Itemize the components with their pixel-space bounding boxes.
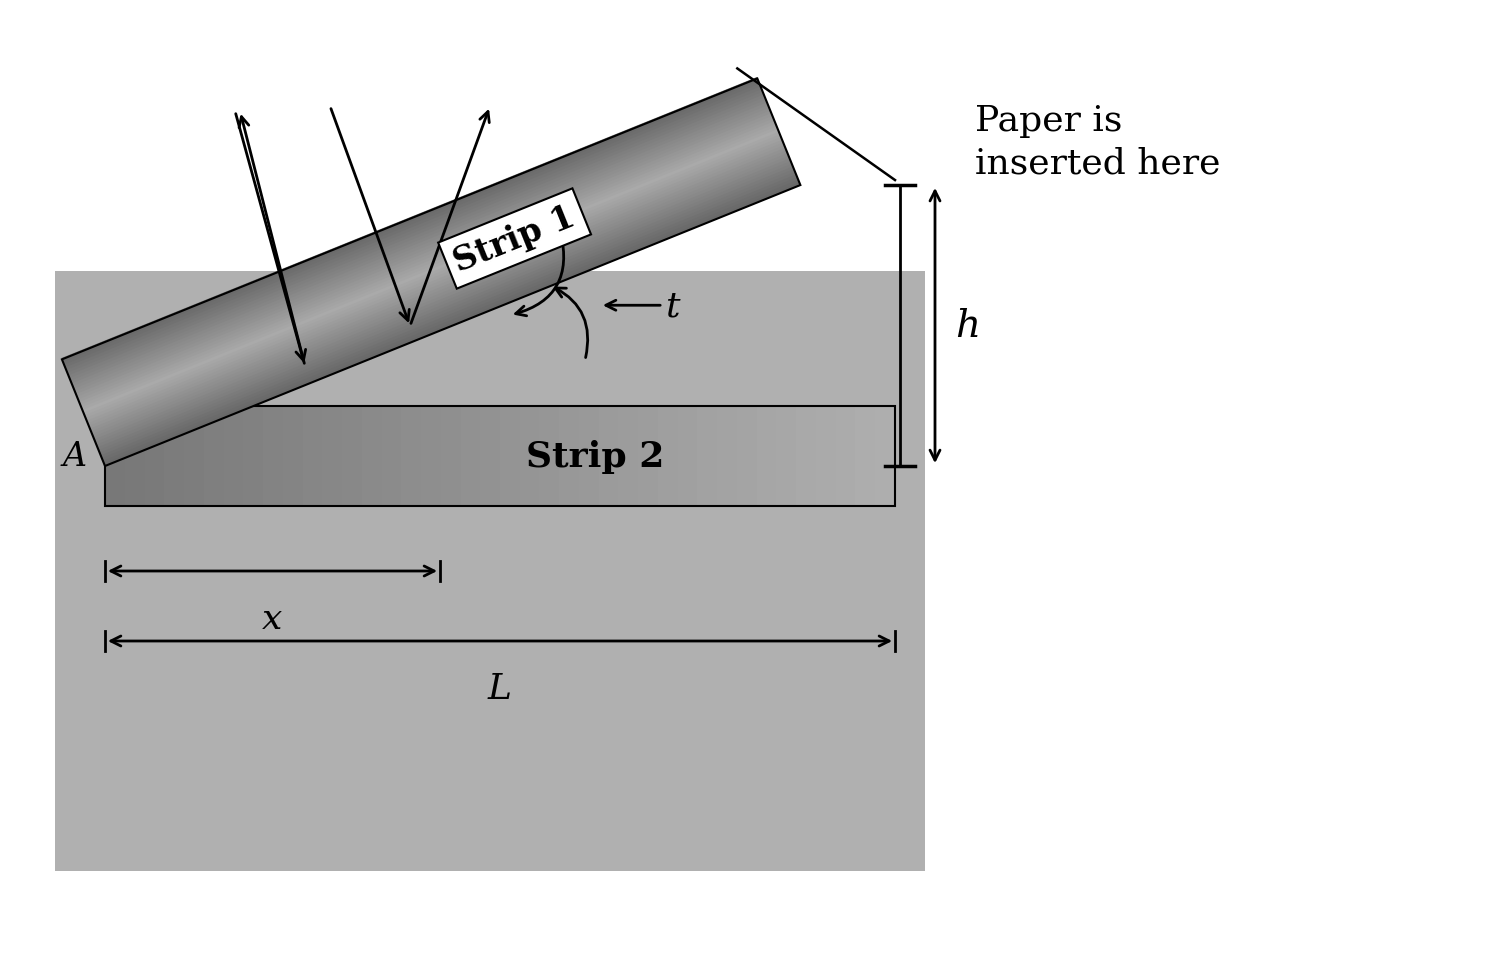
Bar [698,407,719,506]
Text: t: t [665,289,680,323]
Polygon shape [102,179,799,464]
Polygon shape [75,110,771,395]
Polygon shape [79,123,777,407]
Polygon shape [99,171,796,456]
Bar [460,407,481,506]
Text: Strip 1: Strip 1 [450,200,580,279]
Polygon shape [96,163,793,448]
Text: x: x [263,602,282,635]
Bar [856,407,877,506]
Bar [282,407,303,506]
Bar [835,407,856,506]
Polygon shape [84,134,781,419]
Bar [539,407,560,506]
Bar [757,407,777,506]
Bar [145,407,166,506]
Bar [717,407,738,506]
Polygon shape [94,160,792,445]
Polygon shape [91,150,787,434]
Bar [678,407,699,506]
Bar [737,407,757,506]
Polygon shape [76,115,774,400]
Polygon shape [79,121,775,406]
Polygon shape [61,78,759,362]
Bar [520,407,541,506]
Bar [203,407,224,506]
Bar [362,407,382,506]
Bar [105,407,125,506]
Polygon shape [82,129,778,413]
Polygon shape [67,91,763,376]
Bar [421,407,442,506]
Polygon shape [81,126,778,410]
Bar [263,407,284,506]
Bar [599,407,620,506]
Polygon shape [73,108,771,392]
Bar [657,407,678,506]
Polygon shape [103,182,801,466]
Polygon shape [85,136,781,421]
Polygon shape [64,84,760,368]
Polygon shape [87,139,783,424]
Polygon shape [63,81,759,365]
Polygon shape [88,144,786,430]
Bar [816,407,837,506]
Polygon shape [72,105,769,389]
Text: Strip 2: Strip 2 [526,439,663,474]
Bar [342,407,363,506]
Polygon shape [94,158,790,443]
Bar [244,407,264,506]
Bar [402,407,421,506]
Text: h: h [955,308,980,345]
Bar [559,407,580,506]
Bar [55,272,925,871]
Polygon shape [66,88,763,373]
Bar [777,407,798,506]
Bar [125,407,145,506]
Text: L: L [489,672,512,705]
Polygon shape [87,142,784,427]
Text: Paper is
inserted here: Paper is inserted here [976,104,1221,180]
Bar [875,407,896,506]
Polygon shape [84,132,780,416]
Polygon shape [102,177,798,461]
Bar [441,407,462,506]
Polygon shape [91,153,789,437]
Bar [381,407,402,506]
Polygon shape [69,97,766,382]
Text: A: A [63,440,87,473]
Bar [164,407,185,506]
Polygon shape [72,102,768,386]
Bar [323,407,344,506]
Polygon shape [64,86,762,371]
Bar [580,407,599,506]
Bar [224,407,244,506]
Polygon shape [70,99,766,384]
Polygon shape [100,174,798,458]
Polygon shape [78,118,774,403]
Polygon shape [90,147,786,431]
Bar [480,407,500,506]
Bar [105,407,895,506]
Polygon shape [93,156,790,440]
Bar [619,407,639,506]
Bar [184,407,205,506]
Polygon shape [75,112,772,397]
Bar [638,407,659,506]
Bar [796,407,817,506]
Polygon shape [97,166,793,451]
Bar [302,407,323,506]
Polygon shape [99,168,795,454]
Polygon shape [67,94,765,379]
Bar [500,407,521,506]
